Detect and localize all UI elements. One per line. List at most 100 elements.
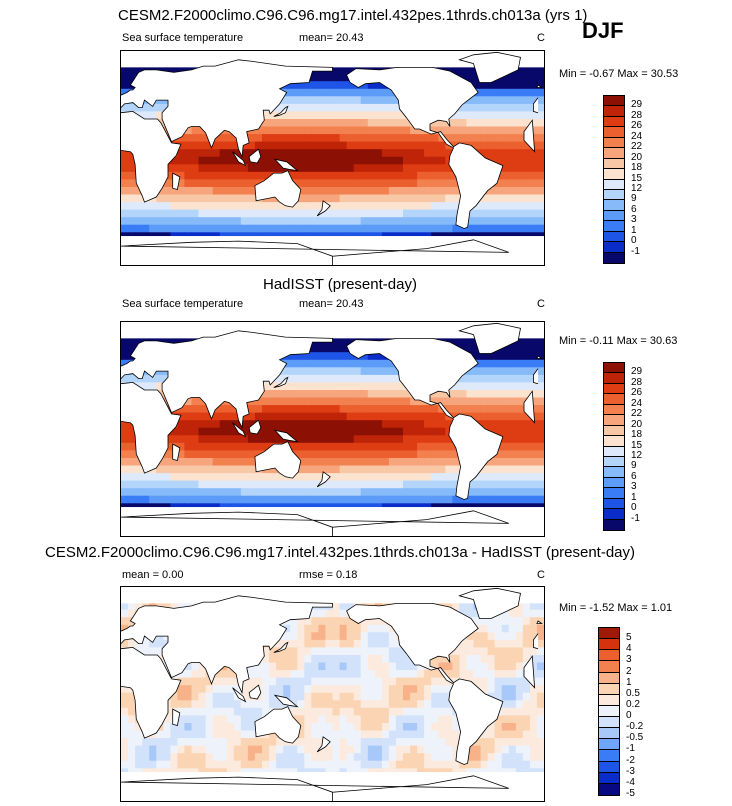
sst-cell xyxy=(445,187,453,196)
sst-cell xyxy=(473,480,482,489)
sst-cell xyxy=(374,156,383,165)
sst-cell xyxy=(276,662,284,671)
sst-cell xyxy=(459,639,467,649)
sst-cell xyxy=(536,352,544,361)
colorbar-swatch xyxy=(604,200,624,211)
sst-cell xyxy=(262,662,270,671)
sst-cell xyxy=(247,730,256,739)
sst-cell xyxy=(276,639,284,649)
sst-cell xyxy=(233,715,242,724)
sst-cell xyxy=(247,194,256,203)
sst-cell xyxy=(219,179,228,188)
sst-cell xyxy=(283,397,291,406)
sst-cell xyxy=(367,119,376,128)
sst-cell xyxy=(304,677,312,686)
panel1-minmax: Min = -0.67 Max = 30.53 xyxy=(559,68,679,80)
colorbar-swatch xyxy=(604,252,624,263)
sst-cell xyxy=(360,202,369,211)
sst-cell xyxy=(240,450,249,459)
sst-cell xyxy=(276,119,284,128)
sst-cell xyxy=(198,171,207,180)
map-svg xyxy=(121,322,544,536)
sst-cell xyxy=(226,458,235,467)
sst-cell xyxy=(529,609,538,618)
sst-cell xyxy=(212,217,221,226)
sst-cell xyxy=(311,224,319,233)
sst-cell xyxy=(177,465,185,474)
sst-cell xyxy=(487,352,496,361)
sst-cell xyxy=(346,126,355,135)
sst-cell xyxy=(381,700,390,709)
sst-cell xyxy=(240,412,249,421)
sst-cell xyxy=(431,753,439,762)
sst-cell xyxy=(515,156,524,165)
sst-cell xyxy=(269,700,277,709)
sst-cell xyxy=(297,730,305,739)
sst-cell xyxy=(360,119,369,128)
sst-cell xyxy=(353,442,362,451)
sst-cell xyxy=(445,217,453,226)
sst-cell xyxy=(332,141,341,150)
sst-cell xyxy=(177,715,185,724)
sst-cell xyxy=(445,126,453,135)
sst-cell xyxy=(262,119,270,128)
sst-cell xyxy=(374,103,383,113)
sst-cell xyxy=(240,442,249,451)
sst-cell xyxy=(254,412,263,421)
sst-cell xyxy=(233,442,242,451)
sst-cell xyxy=(121,458,129,467)
sst-cell xyxy=(283,420,291,429)
sst-cell xyxy=(508,639,517,649)
sst-cell xyxy=(388,639,397,649)
sst-cell xyxy=(388,367,397,376)
sst-cell xyxy=(297,655,305,664)
sst-cell xyxy=(346,374,355,384)
sst-cell xyxy=(353,390,362,399)
sst-cell xyxy=(374,405,383,414)
sst-cell xyxy=(318,647,326,656)
sst-cell xyxy=(339,488,348,497)
sst-cell xyxy=(388,677,397,686)
sst-cell xyxy=(381,359,390,368)
sst-cell xyxy=(177,738,185,747)
sst-cell xyxy=(508,412,517,421)
sst-cell xyxy=(304,435,312,444)
sst-cell xyxy=(487,639,496,649)
sst-cell xyxy=(374,194,383,203)
sst-cell xyxy=(529,202,538,211)
sst-cell xyxy=(529,624,538,633)
sst-cell xyxy=(480,88,489,97)
sst-cell xyxy=(508,677,517,686)
sst-cell xyxy=(332,171,341,180)
sst-cell xyxy=(290,374,298,384)
sst-cell xyxy=(311,149,319,158)
sst-cell xyxy=(410,442,418,451)
sst-cell xyxy=(410,217,418,226)
sst-cell xyxy=(318,670,326,679)
sst-cell xyxy=(233,164,242,173)
sst-cell xyxy=(177,435,185,444)
sst-cell xyxy=(177,224,185,233)
sst-cell xyxy=(135,480,143,489)
sst-cell xyxy=(332,194,341,203)
sst-cell xyxy=(438,217,446,226)
sst-cell xyxy=(403,187,411,196)
sst-cell xyxy=(424,194,432,203)
sst-cell xyxy=(240,745,249,754)
sst-cell xyxy=(346,359,355,368)
sst-cell xyxy=(262,134,270,143)
sst-cell xyxy=(501,692,510,701)
sst-cell xyxy=(297,450,305,459)
sst-cell xyxy=(395,390,404,399)
sst-cell xyxy=(388,427,397,436)
colorbar-tick-label: 3 xyxy=(631,481,637,493)
sst-cell xyxy=(304,171,312,180)
sst-cell xyxy=(494,745,503,754)
sst-cell xyxy=(205,187,214,196)
colorbar-swatch xyxy=(604,425,624,437)
sst-cell xyxy=(269,420,277,429)
sst-cell xyxy=(219,488,228,497)
sst-cell xyxy=(311,488,319,497)
sst-cell xyxy=(388,119,397,128)
sst-cell xyxy=(290,352,298,361)
